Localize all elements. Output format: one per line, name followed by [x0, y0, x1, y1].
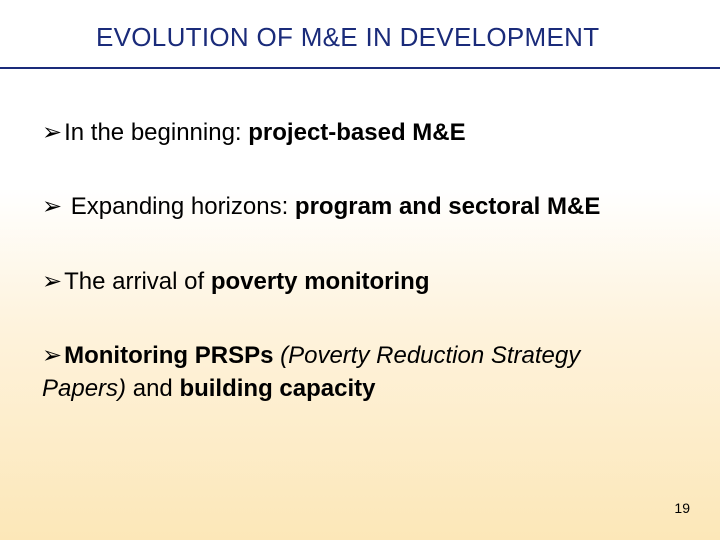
bullet-bold: building capacity: [179, 375, 375, 402]
bullet-tail-prefix: and: [126, 375, 179, 402]
slide-content: ➢In the beginning: project-based M&E ➢ E…: [40, 69, 680, 405]
bullet-item: ➢The arrival of poverty monitoring: [42, 266, 670, 298]
bullet-icon: ➢: [42, 193, 62, 220]
bullet-bold: Monitoring PRSPs: [64, 342, 280, 369]
bullet-bold: project-based M&E: [248, 119, 465, 146]
bullet-prefix: Expanding horizons:: [64, 193, 295, 220]
bullet-prefix: The arrival of: [64, 268, 211, 295]
bullet-bold: program and sectoral M&E: [295, 193, 600, 220]
bullet-icon: ➢: [42, 119, 62, 146]
bullet-prefix: In the beginning:: [64, 119, 248, 146]
bullet-icon: ➢: [42, 268, 62, 295]
bullet-bold: poverty monitoring: [211, 268, 430, 295]
slide-title: EVOLUTION OF M&E IN DEVELOPMENT: [40, 22, 680, 53]
bullet-item: ➢In the beginning: project-based M&E: [42, 117, 670, 149]
bullet-item: ➢ Expanding horizons: program and sector…: [42, 191, 670, 223]
slide: EVOLUTION OF M&E IN DEVELOPMENT ➢In the …: [0, 0, 720, 540]
bullet-item: ➢Monitoring PRSPs (Poverty Reduction Str…: [42, 340, 670, 405]
bullet-icon: ➢: [42, 342, 62, 369]
page-number: 19: [674, 500, 690, 516]
